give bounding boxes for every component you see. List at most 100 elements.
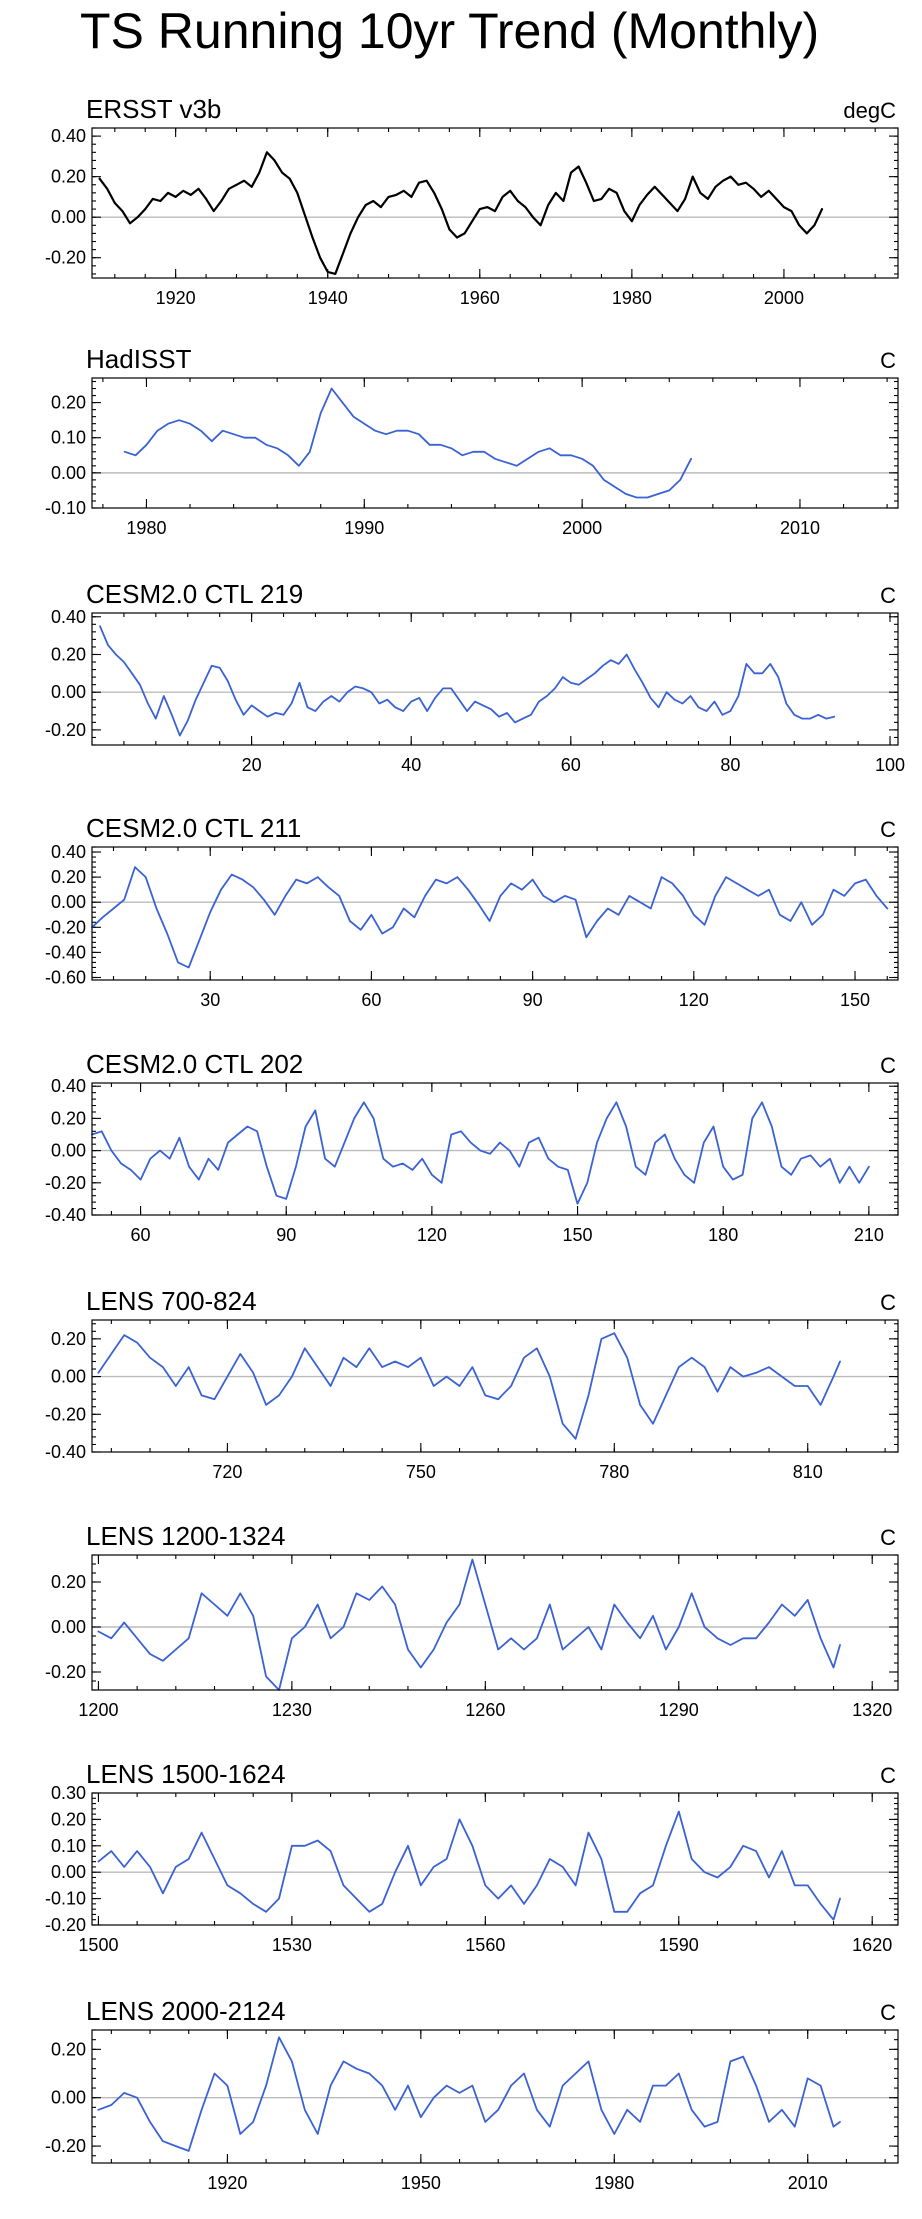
- panel-3-ytick-label: -0.20: [45, 917, 86, 937]
- panel-7-frame: [91, 1792, 899, 1926]
- panel-5-title: LENS 700-824: [86, 1286, 257, 1316]
- panel-2-ytick-label: 0.20: [51, 644, 86, 664]
- panel-7-ytick-label: 0.30: [51, 1783, 86, 1803]
- panel-3-series-line: [91, 866, 889, 969]
- panel-8-ytick-label: 0.00: [51, 2088, 86, 2108]
- panel-6-series-line: [97, 1558, 841, 1691]
- panel-2-ytick-label: -0.20: [45, 720, 86, 740]
- panel-3-xtick-label: 30: [200, 990, 220, 1010]
- panel-8-xtick-label: 1920: [207, 2173, 247, 2193]
- panel-0-ytick-label: -0.20: [45, 248, 86, 268]
- panel-3-ytick-label: -0.40: [45, 942, 86, 962]
- panel-6-title: LENS 1200-1324: [86, 1521, 285, 1551]
- panel-4-ytick-label: 0.40: [51, 1076, 86, 1096]
- panel-4-ytick-label: -0.40: [45, 1205, 86, 1225]
- panel-4-xtick-label: 150: [563, 1225, 593, 1245]
- panel-7-units: C: [880, 1763, 896, 1788]
- panel-5-xtick-label: 780: [599, 1462, 629, 1482]
- panel-1-ytick-label: 0.00: [51, 463, 86, 483]
- panel-0-units: degC: [843, 98, 896, 123]
- panel-6-units: C: [880, 1525, 896, 1550]
- panel-4-series-line: [91, 1101, 870, 1205]
- panel-0-xtick-label: 2000: [764, 288, 804, 308]
- panel-1-ytick-label: -0.10: [45, 498, 86, 518]
- panel-7-xtick-label: 1560: [465, 1935, 505, 1955]
- panel-3-xtick-label: 90: [523, 990, 543, 1010]
- panel-1-xtick-label: 2010: [780, 518, 820, 538]
- panel-8-frame: [91, 2029, 899, 2164]
- panel-4-ytick-label: 0.20: [51, 1108, 86, 1128]
- panel-6-xtick-label: 1230: [272, 1700, 312, 1720]
- panel-7-ytick-label: 0.00: [51, 1862, 86, 1882]
- panel-3-xtick-label: 120: [679, 990, 709, 1010]
- panel-0-ytick-label: 0.00: [51, 207, 86, 227]
- panel-3-frame: [91, 846, 899, 981]
- panel-7-ytick-label: 0.20: [51, 1809, 86, 1829]
- panel-0-ytick-label: 0.40: [51, 126, 86, 146]
- panel-7-ytick-label: -0.20: [45, 1915, 86, 1935]
- panel-5-ytick-label: 0.20: [51, 1329, 86, 1349]
- panel-5-xtick-label: 720: [212, 1462, 242, 1482]
- panel-1-series-line: [123, 387, 692, 499]
- panel-4-frame: [91, 1082, 899, 1216]
- panel-5-xtick-label: 810: [793, 1462, 823, 1482]
- panel-3-xtick-label: 60: [361, 990, 381, 1010]
- panel-4-ytick-label: 0.00: [51, 1141, 86, 1161]
- panel-8-ytick-label: 0.20: [51, 2039, 86, 2059]
- panel-7-xtick-label: 1530: [272, 1935, 312, 1955]
- panel-2-frame: [91, 612, 899, 746]
- panel-6-ytick-label: 0.00: [51, 1617, 86, 1637]
- panel-4-xtick-label: 120: [417, 1225, 447, 1245]
- panel-7-xtick-label: 1590: [659, 1935, 699, 1955]
- panel-0-xtick-label: 1980: [612, 288, 652, 308]
- panel-1-xtick-label: 1980: [126, 518, 166, 538]
- panel-5-xtick-label: 750: [406, 1462, 436, 1482]
- panel-4-xtick-label: 180: [708, 1225, 738, 1245]
- panel-2-xtick-label: 40: [401, 755, 421, 775]
- panel-4-xtick-label: 90: [276, 1225, 296, 1245]
- panel-1-xtick-label: 1990: [344, 518, 384, 538]
- panel-7-series-line: [97, 1810, 841, 1921]
- panel-8-units: C: [880, 2000, 896, 2025]
- panel-7-ytick-label: 0.10: [51, 1836, 86, 1856]
- panel-8-xtick-label: 1980: [594, 2173, 634, 2193]
- panel-7-xtick-label: 1620: [852, 1935, 892, 1955]
- panel-3-ytick-label: 0.20: [51, 867, 86, 887]
- panel-6-xtick-label: 1260: [465, 1700, 505, 1720]
- panel-6-xtick-label: 1290: [659, 1700, 699, 1720]
- panel-4-ytick-label: -0.20: [45, 1173, 86, 1193]
- panel-3-title: CESM2.0 CTL 211: [86, 813, 301, 843]
- panel-1-ytick-label: 0.20: [51, 393, 86, 413]
- panel-4-units: C: [880, 1053, 896, 1078]
- panel-0-title: ERSST v3b: [86, 94, 221, 124]
- panel-2-xtick-label: 20: [242, 755, 262, 775]
- panel-5-frame: [91, 1319, 899, 1453]
- panel-8-series-line: [97, 2036, 841, 2152]
- panel-5-ytick-label: -0.20: [45, 1404, 86, 1424]
- panel-2-ytick-label: 0.00: [51, 682, 86, 702]
- panel-2-title: CESM2.0 CTL 219: [86, 579, 303, 609]
- panel-1-title: HadISST: [86, 344, 192, 374]
- panel-2-series-line: [99, 625, 836, 737]
- panel-2-ytick-label: 0.40: [51, 607, 86, 627]
- panel-1-units: C: [880, 348, 896, 373]
- panel-2-xtick-label: 80: [720, 755, 740, 775]
- panel-8-xtick-label: 1950: [401, 2173, 441, 2193]
- panel-6-ytick-label: 0.20: [51, 1572, 86, 1592]
- panel-6-ytick-label: -0.20: [45, 1662, 86, 1682]
- panel-5-units: C: [880, 1290, 896, 1315]
- panel-3-ytick-label: 0.40: [51, 842, 86, 862]
- panel-8-title: LENS 2000-2124: [86, 1996, 285, 2026]
- panel-3-ytick-label: 0.00: [51, 892, 86, 912]
- panel-5-series-line: [97, 1332, 841, 1440]
- panel-5-ytick-label: 0.00: [51, 1367, 86, 1387]
- panel-3-xtick-label: 150: [840, 990, 870, 1010]
- panel-1-xtick-label: 2000: [562, 518, 602, 538]
- panel-4-xtick-label: 60: [131, 1225, 151, 1245]
- panel-5-ytick-label: -0.40: [45, 1442, 86, 1462]
- panel-6-xtick-label: 1200: [78, 1700, 118, 1720]
- panel-1-frame: [91, 377, 899, 509]
- panel-2-xtick-label: 60: [561, 755, 581, 775]
- panel-6-frame: [91, 1554, 899, 1691]
